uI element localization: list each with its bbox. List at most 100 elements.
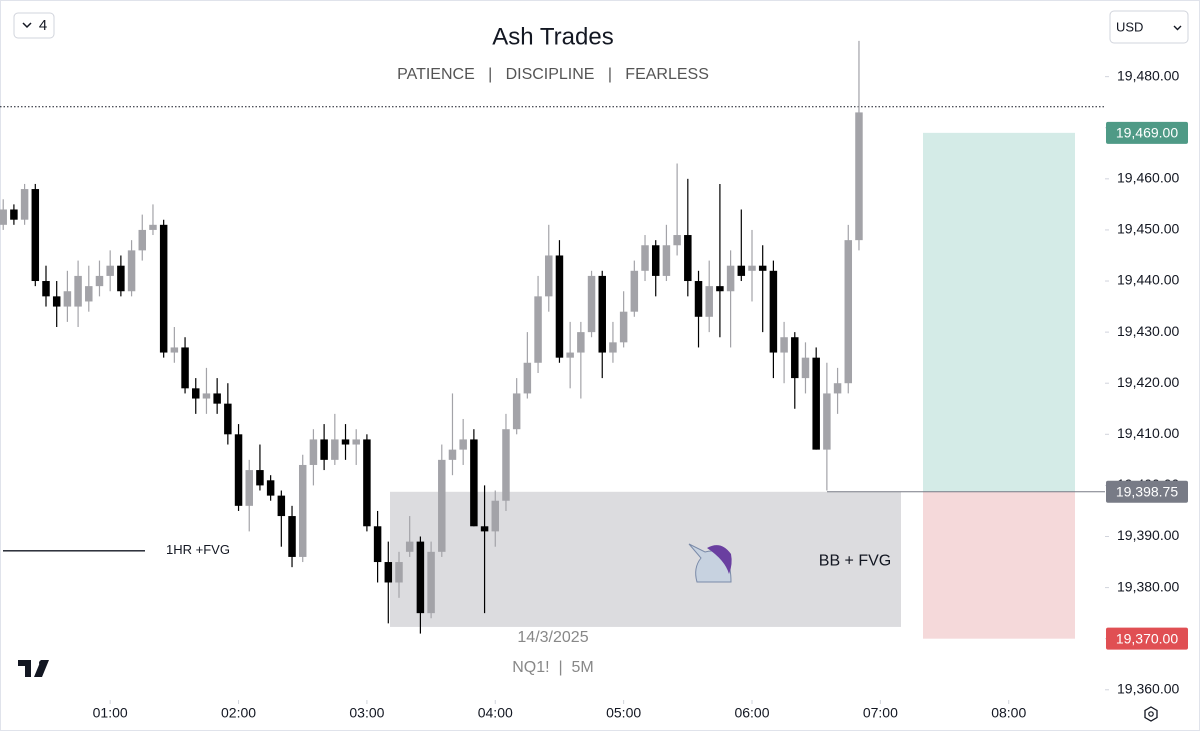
candle-body (309, 439, 318, 465)
loss-zone (923, 491, 1075, 639)
candle-body (438, 459, 446, 552)
candle-body (641, 245, 649, 271)
candle-body (277, 495, 286, 517)
candle-body (758, 265, 767, 271)
candle-body (823, 393, 831, 450)
candle-body (555, 255, 564, 358)
candle-body (651, 245, 660, 276)
watermark-date: 14/3/2025 (517, 629, 588, 646)
candle-body (10, 209, 18, 220)
price-badge (1106, 627, 1188, 650)
candle-body (609, 342, 617, 353)
y-tick-label: 19,480.00 (1117, 67, 1179, 83)
candle-body (170, 347, 179, 353)
y-tick-label: 19,430.00 (1117, 323, 1179, 339)
candle-body (106, 265, 114, 276)
candle-body (42, 281, 50, 297)
candle-body (256, 470, 264, 486)
candle-body (545, 255, 553, 297)
candle-body (566, 352, 574, 358)
candle-body (780, 337, 788, 353)
price-badge-label: 19,469.00 (1116, 125, 1178, 141)
candles (0, 40, 863, 634)
candle-body (213, 393, 221, 404)
candle-body (716, 286, 724, 292)
logo (39, 660, 45, 666)
candle-body (705, 286, 713, 317)
candle-body (748, 265, 756, 271)
settings-icon (1148, 711, 1154, 717)
candle-body (427, 551, 435, 614)
overlays: 19,360.00 19,370.00 19,380.00 19,390.00 19,4… (93, 67, 1188, 721)
candle-body (459, 439, 467, 450)
candle-body (363, 439, 371, 527)
candle-body (684, 235, 692, 282)
candle-body (63, 291, 72, 307)
x-tick-label: 08:00 (991, 705, 1026, 721)
candle-body (587, 275, 596, 333)
candle-body (31, 189, 40, 282)
x-tick-label: 05:00 (606, 705, 641, 721)
candle-body (117, 265, 125, 292)
candle-body (512, 393, 521, 430)
candle-body (619, 311, 628, 343)
candle-body (395, 562, 403, 583)
candle-body (384, 562, 393, 583)
candle-body (0, 209, 7, 225)
candle-body (833, 383, 842, 394)
y-tick-label: 19,440.00 (1117, 272, 1179, 288)
candle-body (726, 265, 735, 292)
price-badge-label: 19,398.75 (1116, 483, 1178, 499)
candle-body (234, 434, 243, 506)
currency-button[interactable] (1109, 10, 1189, 44)
candle-body (373, 526, 382, 563)
candle-body (694, 281, 703, 317)
candle-body (20, 189, 29, 220)
candle-body (331, 439, 339, 460)
candle-body (534, 296, 542, 363)
candle-body (470, 439, 478, 527)
chart-title: Ash Trades (492, 23, 613, 50)
price-badge-label: 19,370.00 (1116, 630, 1178, 646)
y-tick-label: 19,410.00 (1117, 425, 1179, 441)
candle-body (662, 245, 671, 276)
candle-body (352, 439, 360, 445)
candle-body (127, 250, 136, 292)
candle-body (737, 265, 746, 276)
x-tick-label: 03:00 (349, 705, 384, 721)
candle-body (74, 275, 82, 307)
candle-body (416, 541, 425, 614)
candle-body (491, 500, 500, 532)
drawings (0, 76, 1109, 704)
candle-body (673, 235, 681, 246)
candle-body (801, 357, 810, 379)
candle-body (192, 388, 200, 399)
settings-button[interactable] (1144, 706, 1158, 722)
candle-body (577, 332, 585, 353)
x-tick-label: 02:00 (221, 705, 256, 721)
y-tick-label: 19,450.00 (1117, 221, 1179, 237)
candle-body (288, 516, 296, 557)
candle-body (95, 275, 104, 287)
unicorn-mane (707, 545, 732, 574)
candle-body (341, 439, 350, 445)
candle-body (844, 240, 853, 384)
profit-zone (923, 132, 1075, 492)
candle-body (85, 286, 93, 302)
candle-body (405, 541, 414, 552)
candle-body (138, 229, 147, 251)
y-tick-label: 19,460.00 (1117, 170, 1179, 186)
x-tick-label: 01:00 (93, 705, 128, 721)
interval-button[interactable] (13, 12, 55, 39)
candle-body (598, 275, 606, 353)
currency-label: USD (1116, 19, 1143, 34)
candle-body (52, 296, 61, 307)
candle-body (159, 224, 168, 353)
x-tick-label: 07:00 (863, 705, 898, 721)
chart-subtitle: PATIENCE | DISCIPLINE | FEARLESS (397, 66, 709, 83)
x-tick-label: 04:00 (478, 705, 513, 721)
candle-body (480, 526, 489, 532)
x-tick-label: 06:00 (734, 705, 769, 721)
